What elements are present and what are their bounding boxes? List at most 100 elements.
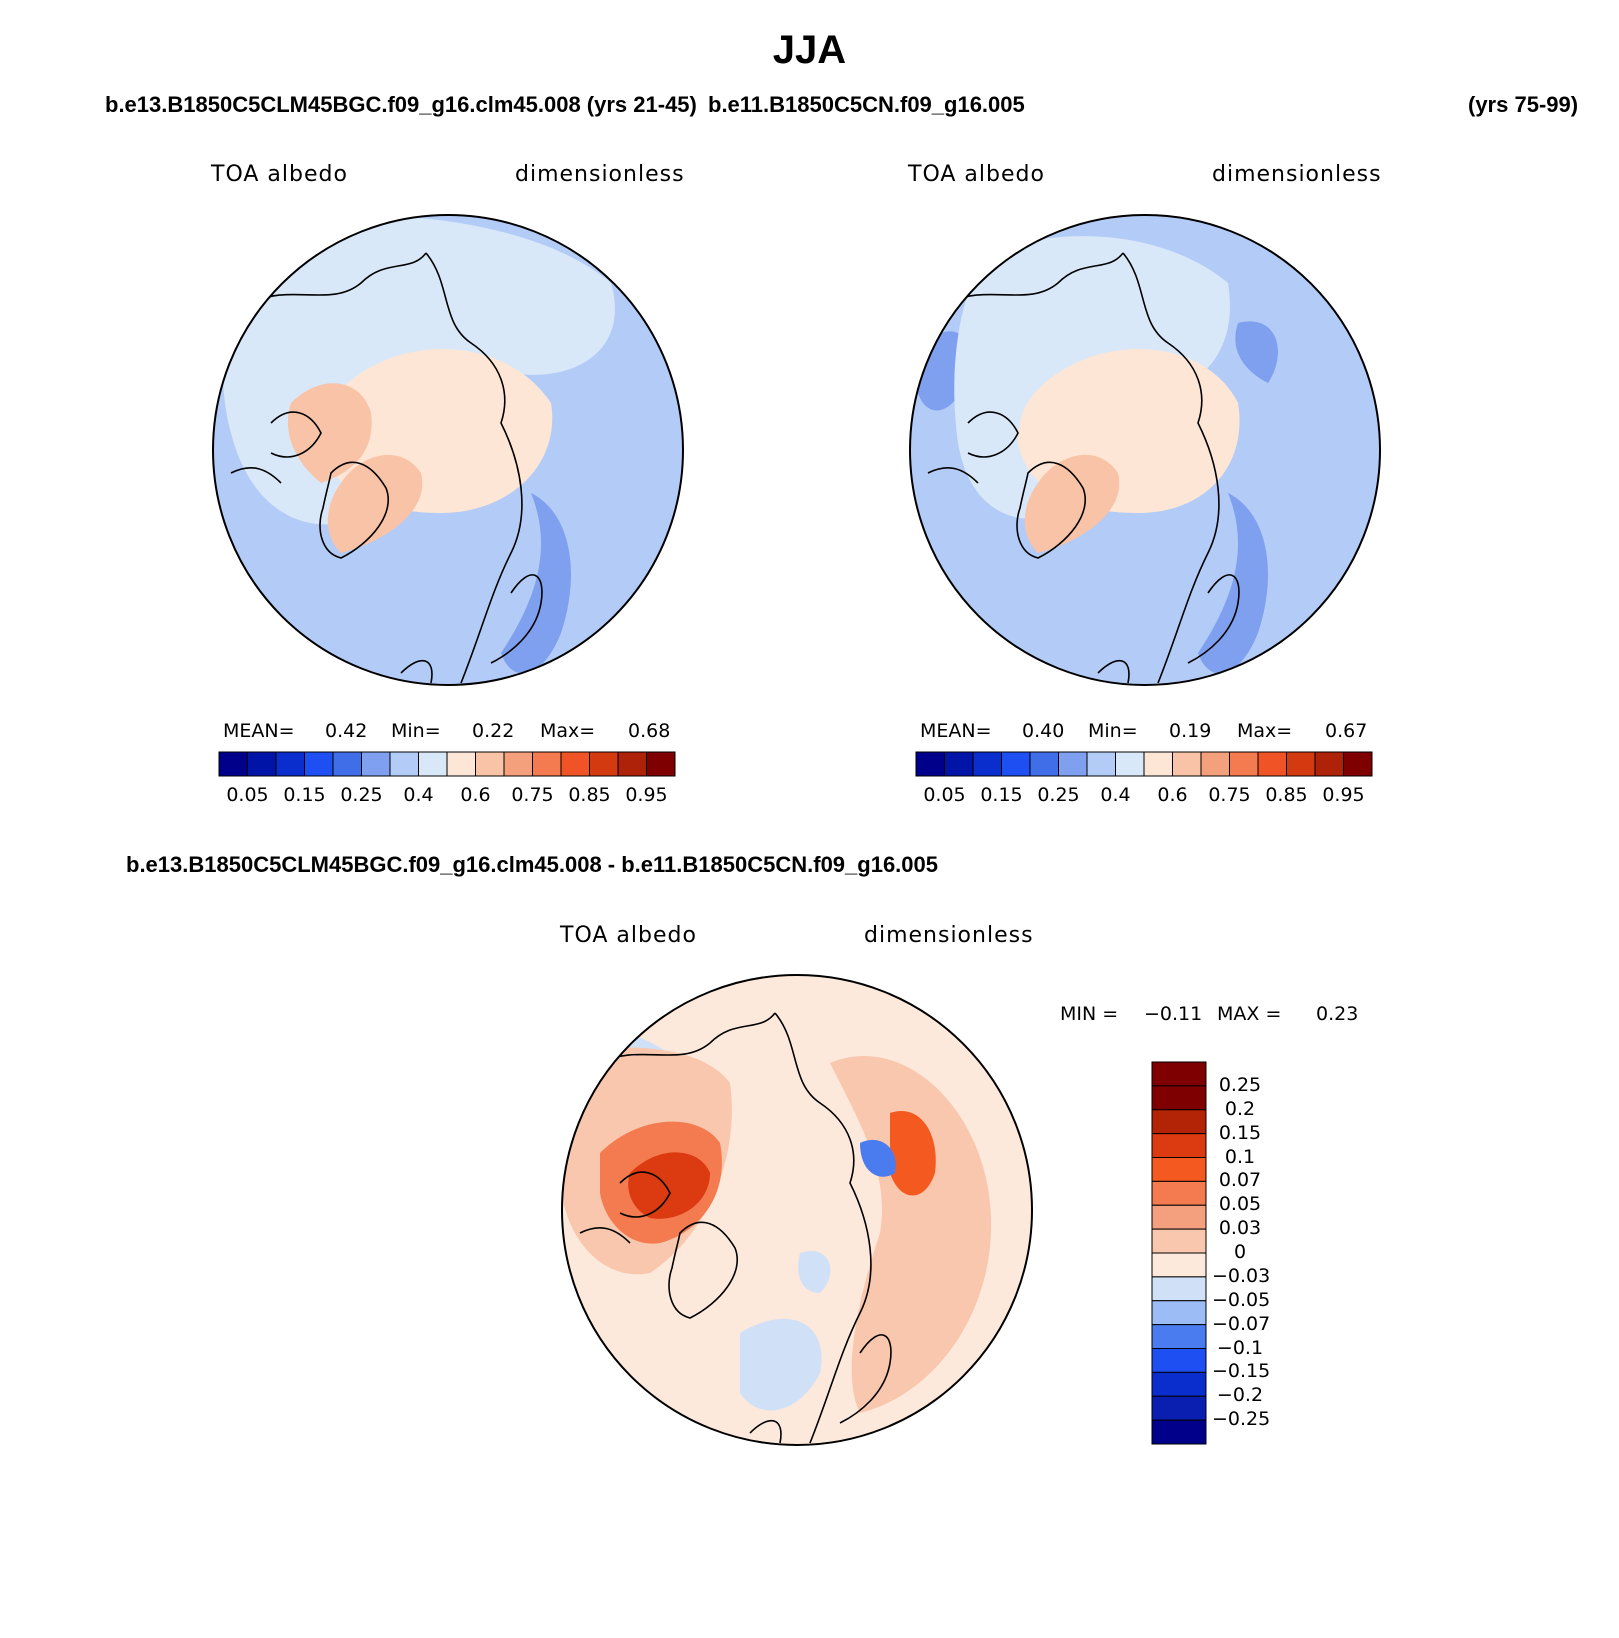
panel2-colorbar-labels: 0.05 0.15 0.25 0.4 0.6 0.75 0.85 0.95 bbox=[916, 784, 1372, 808]
panel2-units-label: dimensionless bbox=[1212, 162, 1382, 187]
panel2-min-value: 0.19 bbox=[1169, 720, 1212, 742]
panel2-greenland bbox=[1024, 454, 1120, 553]
colorbar-box bbox=[1172, 751, 1202, 777]
colorbar-label: −0.07 bbox=[1212, 1312, 1271, 1335]
panel2-max-label: Max= bbox=[1237, 720, 1293, 742]
colorbar-box bbox=[1257, 751, 1287, 777]
diff-light-blue-patches bbox=[580, 1030, 831, 1411]
colorbar-box bbox=[1115, 751, 1145, 777]
colorbar-label: 0.2 bbox=[1224, 1097, 1256, 1120]
colorbar-box bbox=[389, 751, 419, 777]
colorbar-box bbox=[1151, 1061, 1207, 1087]
diff-units-label: dimensionless bbox=[864, 923, 1034, 948]
colorbar-label: 0.75 bbox=[511, 784, 554, 806]
panel2-colorbar bbox=[915, 751, 1373, 777]
colorbar-box bbox=[247, 751, 277, 777]
colorbar-box bbox=[361, 751, 391, 777]
colorbar-box bbox=[1151, 1395, 1207, 1421]
panel1-mean-value: 0.42 bbox=[325, 720, 368, 742]
colorbar-label: 0.05 bbox=[1218, 1193, 1262, 1216]
colorbar-box bbox=[1151, 1348, 1207, 1373]
colorbar-box bbox=[1151, 1324, 1207, 1349]
panel1-min-value: 0.22 bbox=[472, 720, 515, 742]
diff-max-value: 0.23 bbox=[1316, 1003, 1359, 1025]
colorbar-label: 0.25 bbox=[1218, 1073, 1262, 1096]
panel1-mean-label: MEAN= bbox=[223, 720, 295, 742]
colorbar-label: 0.25 bbox=[1037, 784, 1080, 806]
colorbar-label: −0.05 bbox=[1212, 1288, 1271, 1311]
colorbar-box bbox=[218, 751, 248, 777]
colorbar-box bbox=[589, 751, 619, 777]
panel2-mean-value: 0.40 bbox=[1022, 720, 1065, 742]
case1-title: b.e13.B1850C5CLM45BGC.f09_g16.clm45.008 … bbox=[105, 92, 697, 117]
colorbar-box bbox=[475, 751, 505, 777]
diff-colorbar bbox=[1151, 1061, 1207, 1445]
colorbar-box bbox=[944, 751, 974, 777]
colorbar-label: 0.03 bbox=[1218, 1217, 1262, 1240]
colorbar-label: 0.05 bbox=[226, 784, 269, 806]
colorbar-box bbox=[1286, 751, 1316, 777]
colorbar-label: −0.2 bbox=[1216, 1384, 1264, 1407]
colorbar-box bbox=[617, 751, 647, 777]
colorbar-box bbox=[1151, 1204, 1207, 1230]
colorbar-label: −0.03 bbox=[1212, 1264, 1271, 1287]
colorbar-label: 0.6 bbox=[1157, 784, 1188, 806]
colorbar-label: 0.85 bbox=[1265, 784, 1308, 806]
panel2-max-value: 0.67 bbox=[1325, 720, 1368, 742]
colorbar-box bbox=[560, 751, 590, 777]
colorbar-box bbox=[1151, 1109, 1207, 1135]
colorbar-label: 0.15 bbox=[283, 784, 326, 806]
panel1-ocean-blue-region bbox=[501, 493, 571, 674]
colorbar-label: 0.95 bbox=[1322, 784, 1365, 806]
colorbar-box bbox=[972, 751, 1002, 777]
diff-negative-patch bbox=[860, 1139, 896, 1177]
diff-min-value: −0.11 bbox=[1144, 1003, 1203, 1025]
diff-max-label: MAX = bbox=[1217, 1003, 1282, 1025]
colorbar-label: 0.4 bbox=[403, 784, 434, 806]
panel1-polar-map bbox=[212, 214, 684, 686]
panel1-coastlines bbox=[230, 252, 543, 684]
colorbar-label: −0.25 bbox=[1212, 1408, 1271, 1431]
colorbar-box bbox=[1001, 751, 1031, 777]
panel1-colorbar-labels: 0.05 0.15 0.25 0.4 0.6 0.75 0.85 0.95 bbox=[219, 784, 675, 808]
colorbar-label: −0.1 bbox=[1216, 1336, 1264, 1359]
diff-coastlines bbox=[579, 1012, 892, 1444]
colorbar-label: 0 bbox=[1233, 1241, 1247, 1263]
colorbar-box bbox=[532, 751, 562, 777]
colorbar-box bbox=[1151, 1419, 1207, 1445]
panel1-variable-label: TOA albedo bbox=[211, 162, 348, 187]
colorbar-box bbox=[446, 751, 476, 777]
colorbar-label: 0.85 bbox=[568, 784, 611, 806]
colorbar-box bbox=[1029, 751, 1059, 777]
colorbar-box bbox=[503, 751, 533, 777]
panel2-coastlines bbox=[927, 252, 1240, 684]
diff-colorbar-labels: 0.25 0.2 0.15 0.1 0.07 0.05 0.03 0 −0.03 −0.05 −0.… bbox=[1212, 1062, 1302, 1444]
colorbar-box bbox=[1058, 751, 1088, 777]
panel2-blue-patches bbox=[918, 321, 1278, 674]
colorbar-box bbox=[275, 751, 305, 777]
panel1-arctic-archipelago bbox=[287, 383, 372, 483]
panel2-variable-label: TOA albedo bbox=[908, 162, 1045, 187]
panel2-min-label: Min= bbox=[1088, 720, 1138, 742]
panel1-min-label: Min= bbox=[391, 720, 441, 742]
colorbar-box bbox=[1151, 1228, 1207, 1254]
colorbar-box bbox=[1151, 1300, 1207, 1326]
colorbar-box bbox=[1151, 1085, 1207, 1111]
colorbar-label: −0.15 bbox=[1212, 1360, 1271, 1383]
colorbar-box bbox=[1151, 1133, 1207, 1158]
colorbar-box bbox=[1151, 1276, 1207, 1302]
colorbar-label: 0.1 bbox=[1224, 1145, 1256, 1168]
colorbar-label: 0.05 bbox=[923, 784, 966, 806]
panel1-max-label: Max= bbox=[540, 720, 596, 742]
diff-archipelago-core bbox=[628, 1152, 710, 1219]
colorbar-label: 0.15 bbox=[980, 784, 1023, 806]
colorbar-box bbox=[1151, 1180, 1207, 1206]
colorbar-label: 0.25 bbox=[340, 784, 383, 806]
diff-variable-label: TOA albedo bbox=[560, 923, 697, 948]
colorbar-box bbox=[1229, 751, 1259, 777]
diff-min-label: MIN = bbox=[1060, 1003, 1119, 1025]
panel2-polar-map bbox=[909, 214, 1381, 686]
colorbar-label: 0.07 bbox=[1218, 1169, 1262, 1192]
colorbar-label: 0.6 bbox=[460, 784, 491, 806]
diff-siberia-core bbox=[890, 1111, 936, 1196]
